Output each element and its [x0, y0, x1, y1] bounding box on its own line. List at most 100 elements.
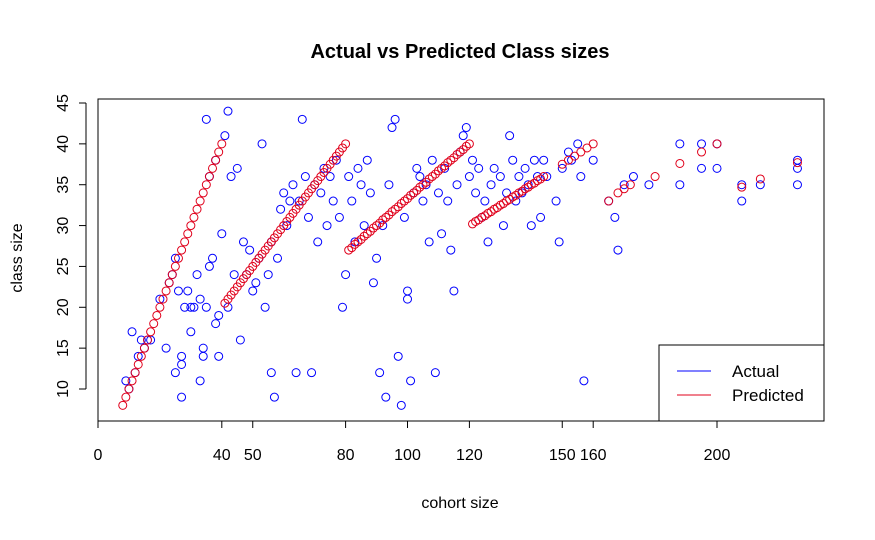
- predicted-point: [563, 155, 573, 165]
- predicted-point: [412, 185, 422, 195]
- y-tick-label: 40: [55, 135, 72, 153]
- actual-point: [792, 180, 802, 190]
- actual-point: [520, 163, 530, 173]
- predicted-point: [440, 161, 450, 171]
- actual-point: [248, 286, 258, 296]
- actual-point: [433, 188, 443, 198]
- actual-point: [486, 180, 496, 190]
- x-tick-label: 50: [244, 447, 262, 464]
- actual-point: [362, 155, 372, 165]
- predicted-point: [511, 190, 521, 200]
- predicted-point: [424, 174, 434, 184]
- predicted-point: [375, 218, 385, 228]
- predicted-point: [124, 384, 134, 394]
- y-tick-label: 15: [55, 339, 72, 357]
- actual-point: [427, 155, 437, 165]
- actual-point: [737, 180, 747, 190]
- actual-point: [307, 368, 317, 378]
- actual-point: [192, 270, 202, 280]
- actual-point: [136, 335, 146, 345]
- predicted-point: [576, 147, 586, 157]
- actual-point: [214, 351, 224, 361]
- actual-point: [232, 163, 242, 173]
- actual-point: [551, 196, 561, 206]
- actual-point: [471, 188, 481, 198]
- actual-point: [588, 155, 598, 165]
- actual-point: [214, 310, 224, 320]
- predicted-point: [121, 392, 131, 402]
- predicted-point: [350, 239, 360, 249]
- predicted-point: [390, 204, 400, 214]
- y-tick-label: 20: [55, 298, 72, 316]
- predicted-point: [539, 172, 549, 182]
- actual-point: [183, 286, 193, 296]
- actual-point: [498, 221, 508, 231]
- actual-point: [697, 163, 707, 173]
- predicted-point: [406, 190, 416, 200]
- predicted-point: [130, 368, 140, 378]
- predicted-point: [177, 245, 187, 255]
- actual-point: [573, 139, 583, 149]
- actual-point: [372, 253, 382, 263]
- actual-point: [792, 163, 802, 173]
- actual-point: [359, 221, 369, 231]
- predicted-point: [167, 270, 177, 280]
- actual-point: [384, 180, 394, 190]
- actual-point: [712, 163, 722, 173]
- predicted-point: [588, 139, 598, 149]
- actual-point: [396, 400, 406, 410]
- actual-point: [269, 392, 279, 402]
- predicted-point: [480, 211, 490, 221]
- actual-point: [449, 286, 459, 296]
- actual-point: [610, 212, 620, 222]
- actual-point: [644, 180, 654, 190]
- actual-point: [177, 351, 187, 361]
- predicted-point: [127, 376, 137, 386]
- predicted-point: [792, 158, 802, 168]
- actual-point: [173, 286, 183, 296]
- predicted-point: [198, 188, 208, 198]
- actual-point: [121, 376, 131, 386]
- actual-point: [201, 114, 211, 124]
- actual-point: [356, 180, 366, 190]
- x-tick-label: 120: [456, 447, 483, 464]
- predicted-point: [359, 231, 369, 241]
- predicted-point: [430, 169, 440, 179]
- actual-point: [418, 196, 428, 206]
- actual-point: [579, 376, 589, 386]
- predicted-point: [164, 278, 174, 288]
- actual-point: [675, 180, 685, 190]
- actual-point: [399, 212, 409, 222]
- predicted-point: [387, 207, 397, 217]
- predicted-point: [415, 182, 425, 192]
- actual-point: [440, 163, 450, 173]
- predicted-point: [208, 163, 218, 173]
- actual-point: [483, 237, 493, 247]
- actual-point: [378, 221, 388, 231]
- predicted-point: [505, 194, 515, 204]
- actual-point: [368, 278, 378, 288]
- actual-point: [217, 229, 227, 239]
- predicted-point: [613, 188, 623, 198]
- y-tick-label: 45: [55, 94, 72, 112]
- actual-point: [223, 106, 233, 116]
- predicted-point: [204, 172, 214, 182]
- x-tick-label: 160: [580, 447, 607, 464]
- predicted-point: [372, 221, 382, 231]
- actual-point: [675, 139, 685, 149]
- x-axis-label: cohort size: [421, 495, 498, 512]
- actual-point: [186, 327, 196, 337]
- actual-point: [177, 392, 187, 402]
- actual-point: [424, 237, 434, 247]
- actual-point: [403, 294, 412, 304]
- actual-point: [263, 270, 273, 280]
- legend: Actual Predicted: [658, 344, 825, 422]
- actual-point: [557, 163, 567, 173]
- predicted-point: [161, 286, 171, 296]
- actual-point: [291, 368, 301, 378]
- actual-point: [415, 172, 425, 182]
- predicted-point: [149, 319, 159, 329]
- predicted-point: [143, 335, 153, 345]
- actual-point: [204, 261, 214, 271]
